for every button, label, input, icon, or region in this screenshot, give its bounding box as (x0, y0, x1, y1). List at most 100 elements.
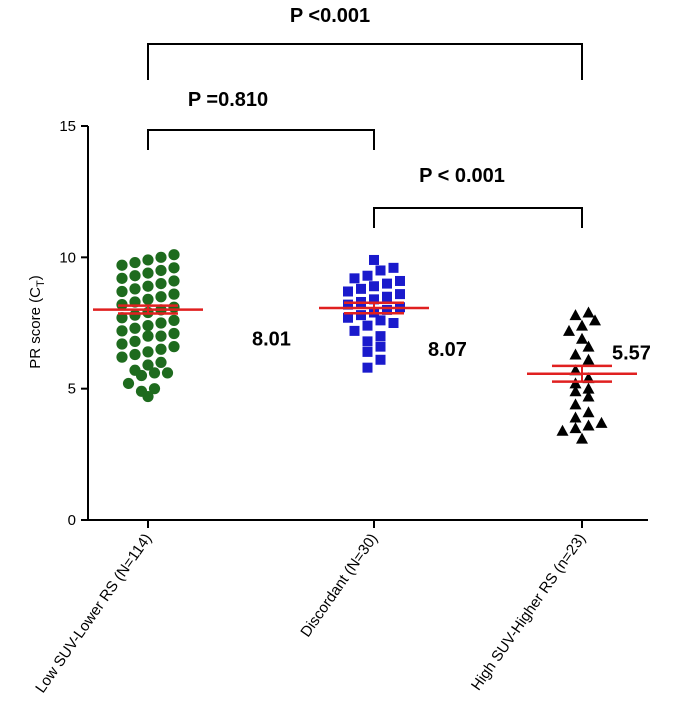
data-point (116, 325, 128, 337)
data-point (155, 278, 167, 290)
data-point (343, 299, 353, 310)
data-point (135, 369, 148, 382)
p-value-label: P <0.001 (290, 5, 370, 27)
data-point (142, 390, 154, 403)
data-point (375, 315, 386, 326)
data-point (356, 310, 366, 321)
data-point (576, 332, 588, 344)
data-point (116, 312, 128, 324)
data-point (375, 341, 386, 352)
data-point (369, 294, 379, 305)
data-point (369, 281, 379, 292)
significance-bracket (373, 207, 583, 228)
data-point (168, 327, 180, 340)
data-point (349, 325, 360, 336)
data-point (569, 309, 582, 321)
data-point (589, 314, 601, 326)
data-point (129, 309, 141, 321)
data-point (595, 416, 608, 428)
data-point (142, 293, 154, 305)
data-point (582, 382, 595, 394)
data-point (582, 306, 595, 318)
data-point (375, 265, 386, 276)
data-point (582, 340, 595, 352)
data-point (155, 317, 167, 329)
data-point (356, 283, 366, 294)
p-value-label: P < 0.001 (419, 165, 505, 187)
data-point (362, 346, 373, 357)
data-point (395, 275, 405, 286)
mean-label: 8.01 (252, 329, 291, 351)
data-point (116, 351, 128, 363)
data-point (375, 354, 386, 365)
axes: 0 5 10 15 Low SUV-Lower RS (N=114) Discordant… (32, 118, 648, 696)
significance-bracket (147, 129, 375, 150)
data-point (116, 272, 128, 284)
data-point (155, 343, 167, 355)
data-point (582, 419, 595, 431)
significance-bracket (147, 43, 583, 80)
data-point (161, 367, 174, 379)
data-point (148, 383, 161, 395)
data-point (116, 285, 128, 298)
data-point (556, 424, 569, 436)
data-point (569, 348, 582, 360)
data-point (382, 304, 392, 315)
data-point (382, 291, 392, 302)
data-point (155, 264, 167, 277)
data-point (142, 280, 154, 292)
data-point (142, 320, 154, 332)
data-point (362, 320, 373, 331)
data-point (116, 259, 128, 271)
x-tick-label: Discordant (N=30) (297, 531, 381, 641)
data-point (569, 385, 582, 397)
data-point (582, 406, 595, 418)
data-point (569, 398, 582, 410)
data-point (395, 289, 405, 300)
y-tick-label: 0 (68, 512, 76, 529)
data-point (576, 319, 588, 331)
mean-label: 8.07 (428, 339, 467, 361)
data-point (116, 338, 128, 350)
mean-lines: 8.01 8.07 5.57 (93, 301, 651, 383)
data-point (142, 346, 154, 358)
data-point (168, 275, 180, 287)
p-value-label: P =0.810 (188, 89, 268, 111)
data-points (116, 249, 608, 444)
data-point (155, 356, 167, 368)
data-point (122, 377, 135, 390)
data-point (142, 254, 154, 266)
mean-label: 5.57 (612, 343, 651, 365)
data-point (168, 341, 180, 353)
data-point (362, 270, 373, 281)
data-point (148, 367, 161, 379)
x-tick-label: High SUV-Higher RS (n=23) (468, 531, 589, 694)
data-point (168, 301, 180, 313)
data-point (369, 254, 379, 265)
data-point (343, 286, 353, 297)
data-point (563, 324, 575, 336)
data-point (569, 422, 582, 434)
data-point (569, 377, 582, 389)
data-point (155, 251, 167, 263)
data-point (168, 314, 180, 326)
data-point (168, 262, 180, 274)
data-point (129, 322, 141, 334)
data-point (388, 318, 399, 328)
data-point (362, 362, 373, 373)
data-point (168, 288, 180, 300)
data-point (142, 359, 154, 371)
data-point (375, 331, 386, 342)
data-point (362, 336, 373, 347)
data-point (142, 267, 154, 279)
data-point (576, 432, 588, 444)
y-tick-label: 10 (59, 249, 76, 266)
data-point (142, 330, 154, 342)
significance-brackets: P <0.001 P =0.810 P < 0.001 (147, 5, 583, 228)
data-point (129, 283, 141, 295)
data-point (582, 353, 595, 365)
x-tick-label: Low SUV-Lower RS (N=114) (32, 531, 155, 697)
data-point (168, 249, 180, 261)
y-tick-label: 5 (68, 381, 76, 398)
